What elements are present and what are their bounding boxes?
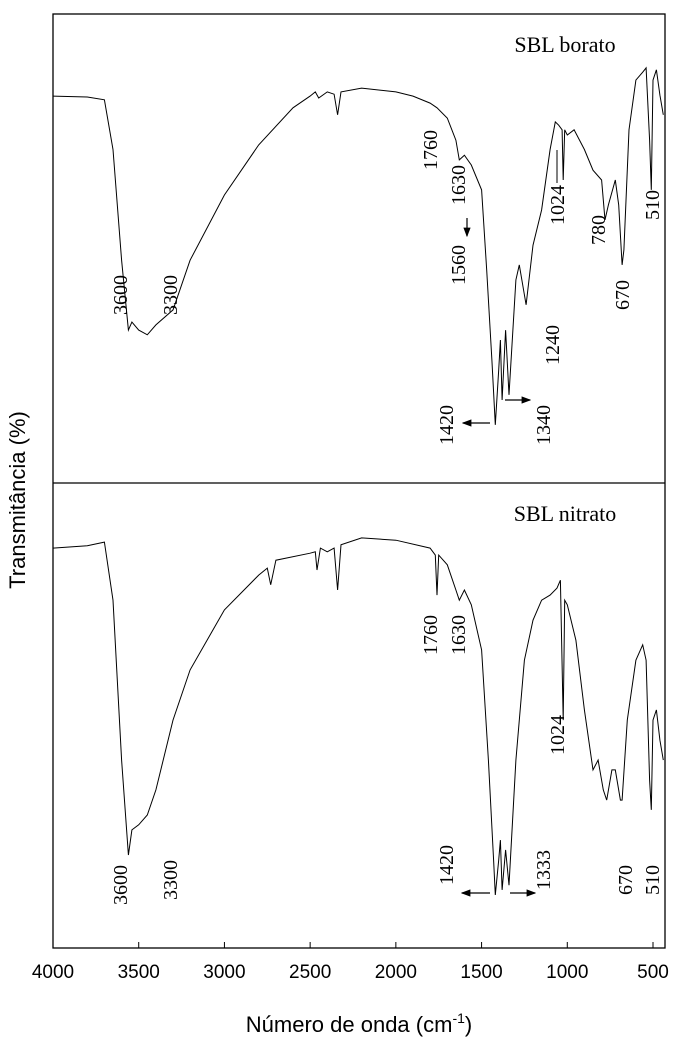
peak-label: 510 [642, 865, 664, 895]
peak-label: 670 [612, 280, 634, 310]
peak-label: 3300 [160, 275, 182, 315]
peak-label: 1760 [420, 615, 442, 655]
y-axis-label: Transmitância (%) [5, 411, 30, 589]
peak-label: 1630 [448, 165, 470, 205]
x-tick-label: 4000 [32, 962, 74, 983]
peak-label: 1240 [542, 325, 564, 365]
peak-label: 1340 [533, 405, 555, 445]
x-axis-label-sup: -1 [452, 1010, 465, 1026]
peak-label: 3600 [110, 865, 132, 905]
x-axis-label: Número de onda (cm-1) [246, 1010, 472, 1037]
peak-label: 1024 [547, 715, 569, 755]
plot-frame [52, 13, 666, 949]
spectrum-line [52, 537, 664, 896]
x-tick-label: 3000 [203, 962, 245, 983]
peak-label: 1420 [436, 405, 458, 445]
peak-label: 1333 [533, 850, 555, 890]
spectrum-line [52, 66, 664, 425]
peak-label: 3600 [110, 275, 132, 315]
peak-label: 780 [588, 215, 610, 245]
x-axis-label-end: ) [465, 1012, 472, 1037]
peak-label: 1024 [547, 185, 569, 225]
panel-title: SBL borato [514, 32, 615, 57]
peak-label: 670 [615, 865, 637, 895]
peak-label: 3300 [160, 860, 182, 900]
panel-title: SBL nitrato [514, 501, 616, 526]
x-tick-label: 2000 [375, 962, 417, 983]
x-tick-label: 1000 [546, 962, 588, 983]
x-tick-label: 500 [637, 962, 669, 983]
x-tick-label: 1500 [460, 962, 502, 983]
x-tick-label: 2500 [289, 962, 331, 983]
x-tick-label: 3500 [118, 962, 160, 983]
x-axis-label-text: Número de onda (cm [246, 1012, 453, 1037]
peak-label: 1630 [448, 615, 470, 655]
peak-label: 1560 [448, 245, 470, 285]
peak-label: 1420 [436, 845, 458, 885]
peak-label: 1760 [420, 130, 442, 170]
peak-label: 510 [642, 190, 664, 220]
